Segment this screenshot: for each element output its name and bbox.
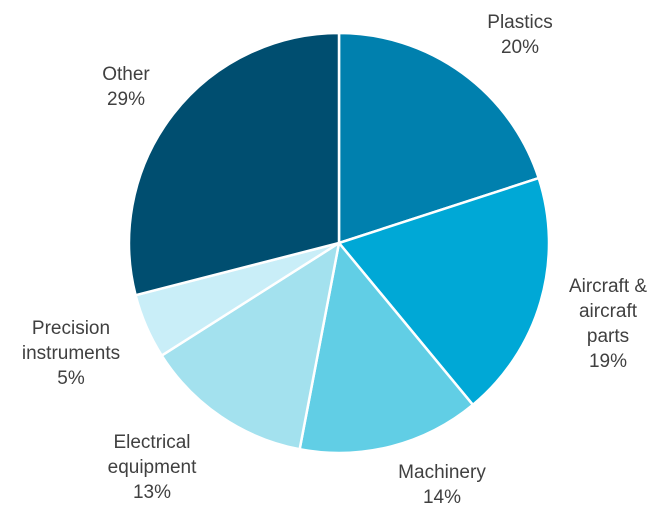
- pie-label-machinery: Machinery 14%: [398, 462, 486, 508]
- pie-label-plastics: Plastics 20%: [487, 12, 552, 58]
- pie-slice-aircraft-parts: [337, 176, 551, 407]
- pie-labels: Plastics 20% Aircraft & aircraft parts 19% Mac…: [22, 12, 647, 508]
- pie-slice-other: [127, 31, 341, 297]
- pie-slices: [127, 31, 551, 455]
- pie-slice-plastics: [337, 31, 540, 245]
- pie-label-other: Other 29%: [102, 64, 150, 110]
- pie-slice-machinery: [298, 241, 475, 455]
- pie-slice-electrical-equipment: [160, 241, 341, 451]
- pie-label-precision-instruments: Precision instruments 5%: [22, 318, 120, 389]
- pie-label-aircraft-parts: Aircraft & aircraft parts 19%: [569, 276, 647, 372]
- pie-label-electrical-equipment: Electrical equipment 13%: [108, 432, 197, 503]
